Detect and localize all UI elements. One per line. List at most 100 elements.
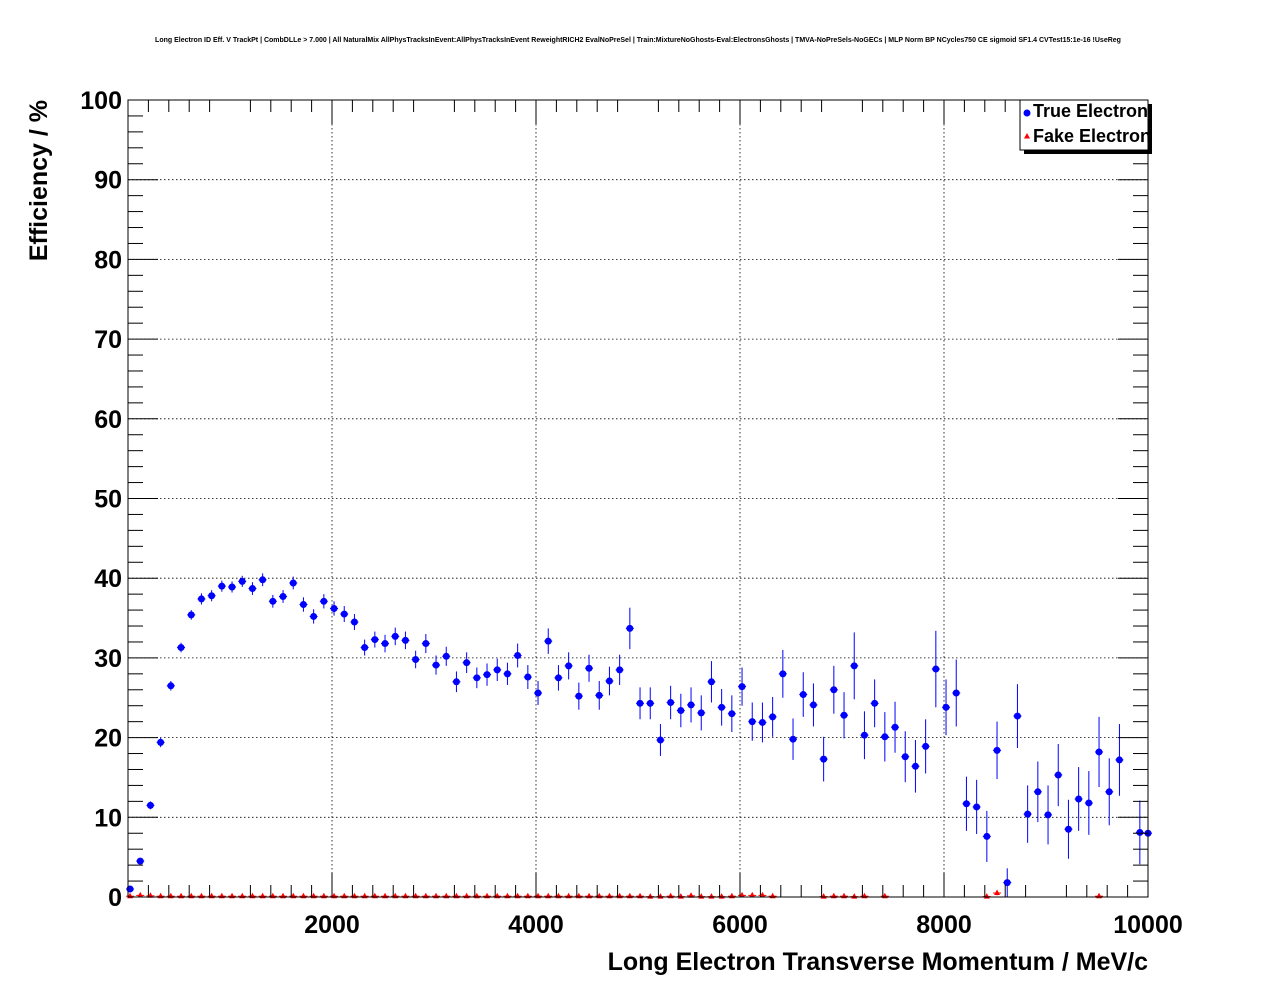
data-point bbox=[769, 713, 777, 721]
data-point bbox=[1105, 788, 1113, 796]
data-point bbox=[605, 677, 613, 685]
data-point bbox=[647, 893, 654, 899]
data-point bbox=[1003, 879, 1011, 887]
data-point bbox=[779, 670, 787, 678]
data-point bbox=[871, 699, 879, 707]
data-point bbox=[412, 655, 420, 663]
data-point bbox=[911, 762, 919, 770]
data-point bbox=[279, 593, 287, 601]
data-point bbox=[1034, 788, 1042, 796]
data-point bbox=[391, 632, 399, 640]
y-tick-label: 70 bbox=[94, 326, 122, 354]
data-point bbox=[728, 710, 736, 718]
data-point bbox=[718, 703, 726, 711]
data-point bbox=[1024, 810, 1032, 818]
data-point bbox=[524, 673, 532, 681]
data-point bbox=[361, 644, 369, 652]
data-point bbox=[259, 576, 267, 584]
data-point bbox=[401, 636, 409, 644]
data-point bbox=[1115, 756, 1123, 764]
data-point bbox=[677, 707, 685, 715]
data-point bbox=[554, 674, 562, 682]
data-point bbox=[891, 723, 899, 731]
legend-true-electron-label: True Electron bbox=[1033, 101, 1148, 121]
data-point bbox=[708, 893, 715, 899]
x-tick-label: 10000 bbox=[1113, 911, 1183, 939]
data-point bbox=[432, 661, 440, 669]
data-point bbox=[157, 738, 165, 746]
data-point bbox=[646, 699, 654, 707]
legend-box bbox=[1019, 99, 1149, 151]
data-point bbox=[1085, 799, 1093, 807]
data-point bbox=[310, 612, 318, 620]
data-point bbox=[544, 637, 552, 645]
data-point bbox=[860, 731, 868, 739]
data-point bbox=[820, 755, 828, 763]
data-point bbox=[850, 662, 858, 670]
data-point bbox=[473, 674, 481, 682]
data-point bbox=[248, 585, 256, 593]
data-point bbox=[289, 579, 297, 587]
data-point bbox=[534, 689, 542, 697]
data-point bbox=[340, 610, 348, 618]
data-point bbox=[667, 699, 675, 707]
data-point bbox=[208, 592, 216, 600]
data-point bbox=[1075, 795, 1083, 803]
data-point bbox=[738, 683, 746, 691]
data-point bbox=[749, 891, 756, 898]
data-point bbox=[973, 803, 981, 811]
data-point bbox=[1044, 811, 1052, 819]
data-point bbox=[983, 832, 991, 840]
data-point bbox=[493, 666, 501, 674]
data-point bbox=[299, 601, 307, 609]
data-point bbox=[197, 595, 205, 603]
data-point bbox=[636, 699, 644, 707]
data-point bbox=[1136, 828, 1144, 836]
data-point bbox=[381, 640, 389, 648]
data-point bbox=[881, 733, 889, 741]
data-point bbox=[442, 652, 450, 660]
data-point bbox=[228, 583, 236, 591]
data-point bbox=[687, 701, 695, 709]
y-tick-label: 10 bbox=[94, 804, 122, 832]
data-point bbox=[137, 891, 144, 898]
data-point bbox=[187, 611, 195, 619]
data-point bbox=[1054, 771, 1062, 779]
y-tick-label: 40 bbox=[94, 565, 122, 593]
legend-fake-electron-marker bbox=[1024, 133, 1030, 139]
series-true-electron bbox=[126, 573, 1152, 897]
legend: True Electron Fake Electron bbox=[1019, 99, 1152, 154]
data-point bbox=[565, 662, 573, 670]
data-point bbox=[688, 892, 695, 898]
y-tick-label: 90 bbox=[94, 167, 122, 195]
legend-fake-electron-label: Fake Electron bbox=[1033, 126, 1151, 146]
data-point bbox=[218, 582, 226, 590]
data-point bbox=[1095, 748, 1103, 756]
data-point bbox=[851, 893, 858, 899]
data-point bbox=[932, 665, 940, 673]
data-point bbox=[748, 718, 756, 726]
data-point bbox=[994, 889, 1001, 896]
data-point bbox=[707, 678, 715, 686]
data-point bbox=[514, 652, 522, 660]
tick-labels: 0 10 20 30 40 50 60 70 80 90 100 2000 4000 6000 8000 10… bbox=[80, 87, 1182, 939]
data-point bbox=[483, 671, 491, 679]
data-point bbox=[952, 689, 960, 697]
data-point bbox=[595, 691, 603, 699]
axis-ticks bbox=[128, 99, 1149, 898]
data-point bbox=[789, 735, 797, 743]
x-axis-label: Long Electron Transverse Momentum / MeV/… bbox=[608, 948, 1149, 976]
y-tick-label: 30 bbox=[94, 645, 122, 673]
data-point bbox=[840, 711, 848, 719]
y-axis-label: Efficiency / % bbox=[25, 100, 53, 261]
data-point bbox=[759, 891, 766, 898]
x-tick-label: 8000 bbox=[916, 911, 972, 939]
data-point bbox=[147, 892, 154, 898]
data-point bbox=[238, 577, 246, 585]
data-point bbox=[503, 670, 511, 678]
data-point bbox=[962, 800, 970, 808]
data-point bbox=[656, 736, 664, 744]
chart-title: Long Electron ID Eff. V TrackPt | CombDL… bbox=[155, 37, 1121, 44]
y-tick-label: 100 bbox=[80, 87, 122, 115]
data-point bbox=[1013, 712, 1021, 720]
